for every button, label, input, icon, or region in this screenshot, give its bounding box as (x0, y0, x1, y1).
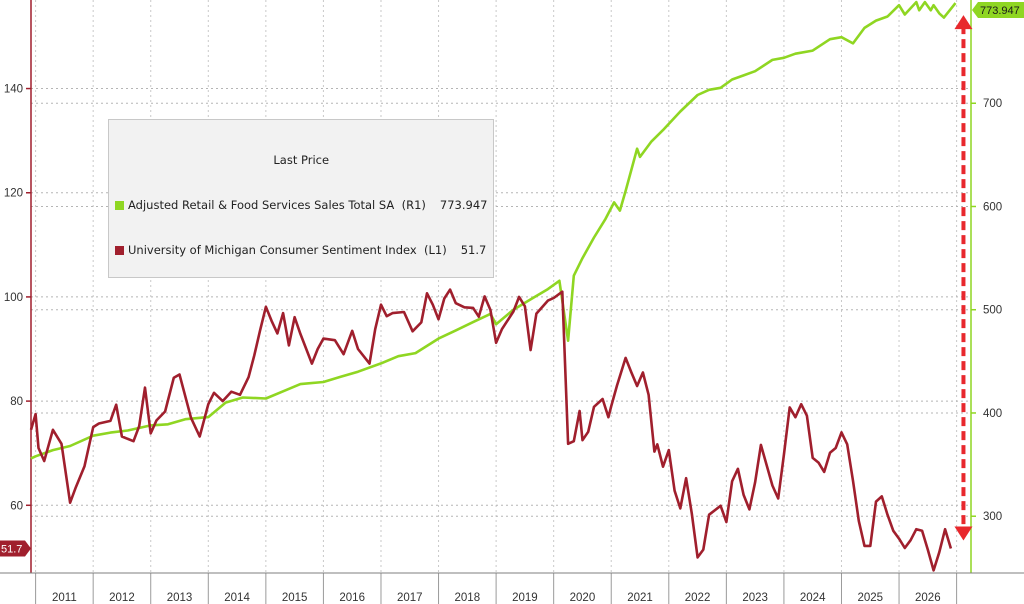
x-tick-label: 2025 (857, 592, 883, 604)
x-tick-label: 2018 (455, 592, 481, 604)
x-tick-label: 2019 (512, 592, 538, 604)
x-tick-label: 2015 (282, 592, 308, 604)
y-left-tick-label: 80 (10, 396, 23, 408)
x-tick-label: 2026 (915, 592, 941, 604)
legend-item-retail: Adjusted Retail & Food Services Sales To… (115, 198, 487, 213)
legend-value-umich: 51.7 (460, 243, 487, 257)
arrow-head-up (954, 15, 973, 30)
y-left-tick-label: 120 (4, 188, 23, 200)
legend-swatch-umich (115, 246, 124, 255)
legend-swatch-retail (115, 201, 124, 210)
last-price-label-right: 773.947 (980, 5, 1020, 17)
legend-item-umich: University of Michigan Consumer Sentimen… (115, 243, 487, 258)
y-left-tick-label: 100 (4, 292, 23, 304)
x-tick-label: 2016 (339, 592, 365, 604)
legend-value-retail: 773.947 (439, 198, 488, 212)
x-tick-label: 2020 (570, 592, 596, 604)
legend-label-umich: University of Michigan Consumer Sentimen… (128, 243, 447, 257)
legend-label-retail: Adjusted Retail & Food Services Sales To… (128, 198, 426, 212)
legend-title: Last Price (273, 153, 330, 167)
y-right-tick-label: 500 (983, 305, 1002, 317)
x-tick-label: 2021 (627, 592, 653, 604)
x-tick-label: 2017 (397, 592, 423, 604)
x-tick-label: 2023 (742, 592, 768, 604)
series-line-umich (29, 288, 953, 572)
legend: Last Price Adjusted Retail & Food Servic… (108, 119, 495, 278)
last-price-tag-left (0, 540, 31, 557)
x-tick-label: 2011 (52, 592, 77, 604)
x-tick-label: 2013 (167, 592, 193, 604)
x-tick-label: 2014 (224, 592, 250, 604)
y-right-tick-label: 600 (983, 201, 1002, 213)
last-price-tag-right (972, 2, 1024, 18)
y-right-tick-label: 400 (983, 408, 1002, 420)
arrow-head-down (954, 526, 973, 541)
last-price-label-left: 51.7 (1, 544, 22, 556)
x-tick-label: 2022 (685, 592, 711, 604)
y-right-tick-label: 300 (983, 511, 1002, 523)
y-right-tick-label: 700 (983, 98, 1002, 110)
x-tick-label: 2024 (800, 592, 826, 604)
y-left-tick-label: 140 (4, 84, 23, 96)
x-tick-label: 2012 (109, 592, 135, 604)
y-left-tick-label: 60 (10, 500, 23, 512)
series-line-retail (30, 0, 957, 460)
